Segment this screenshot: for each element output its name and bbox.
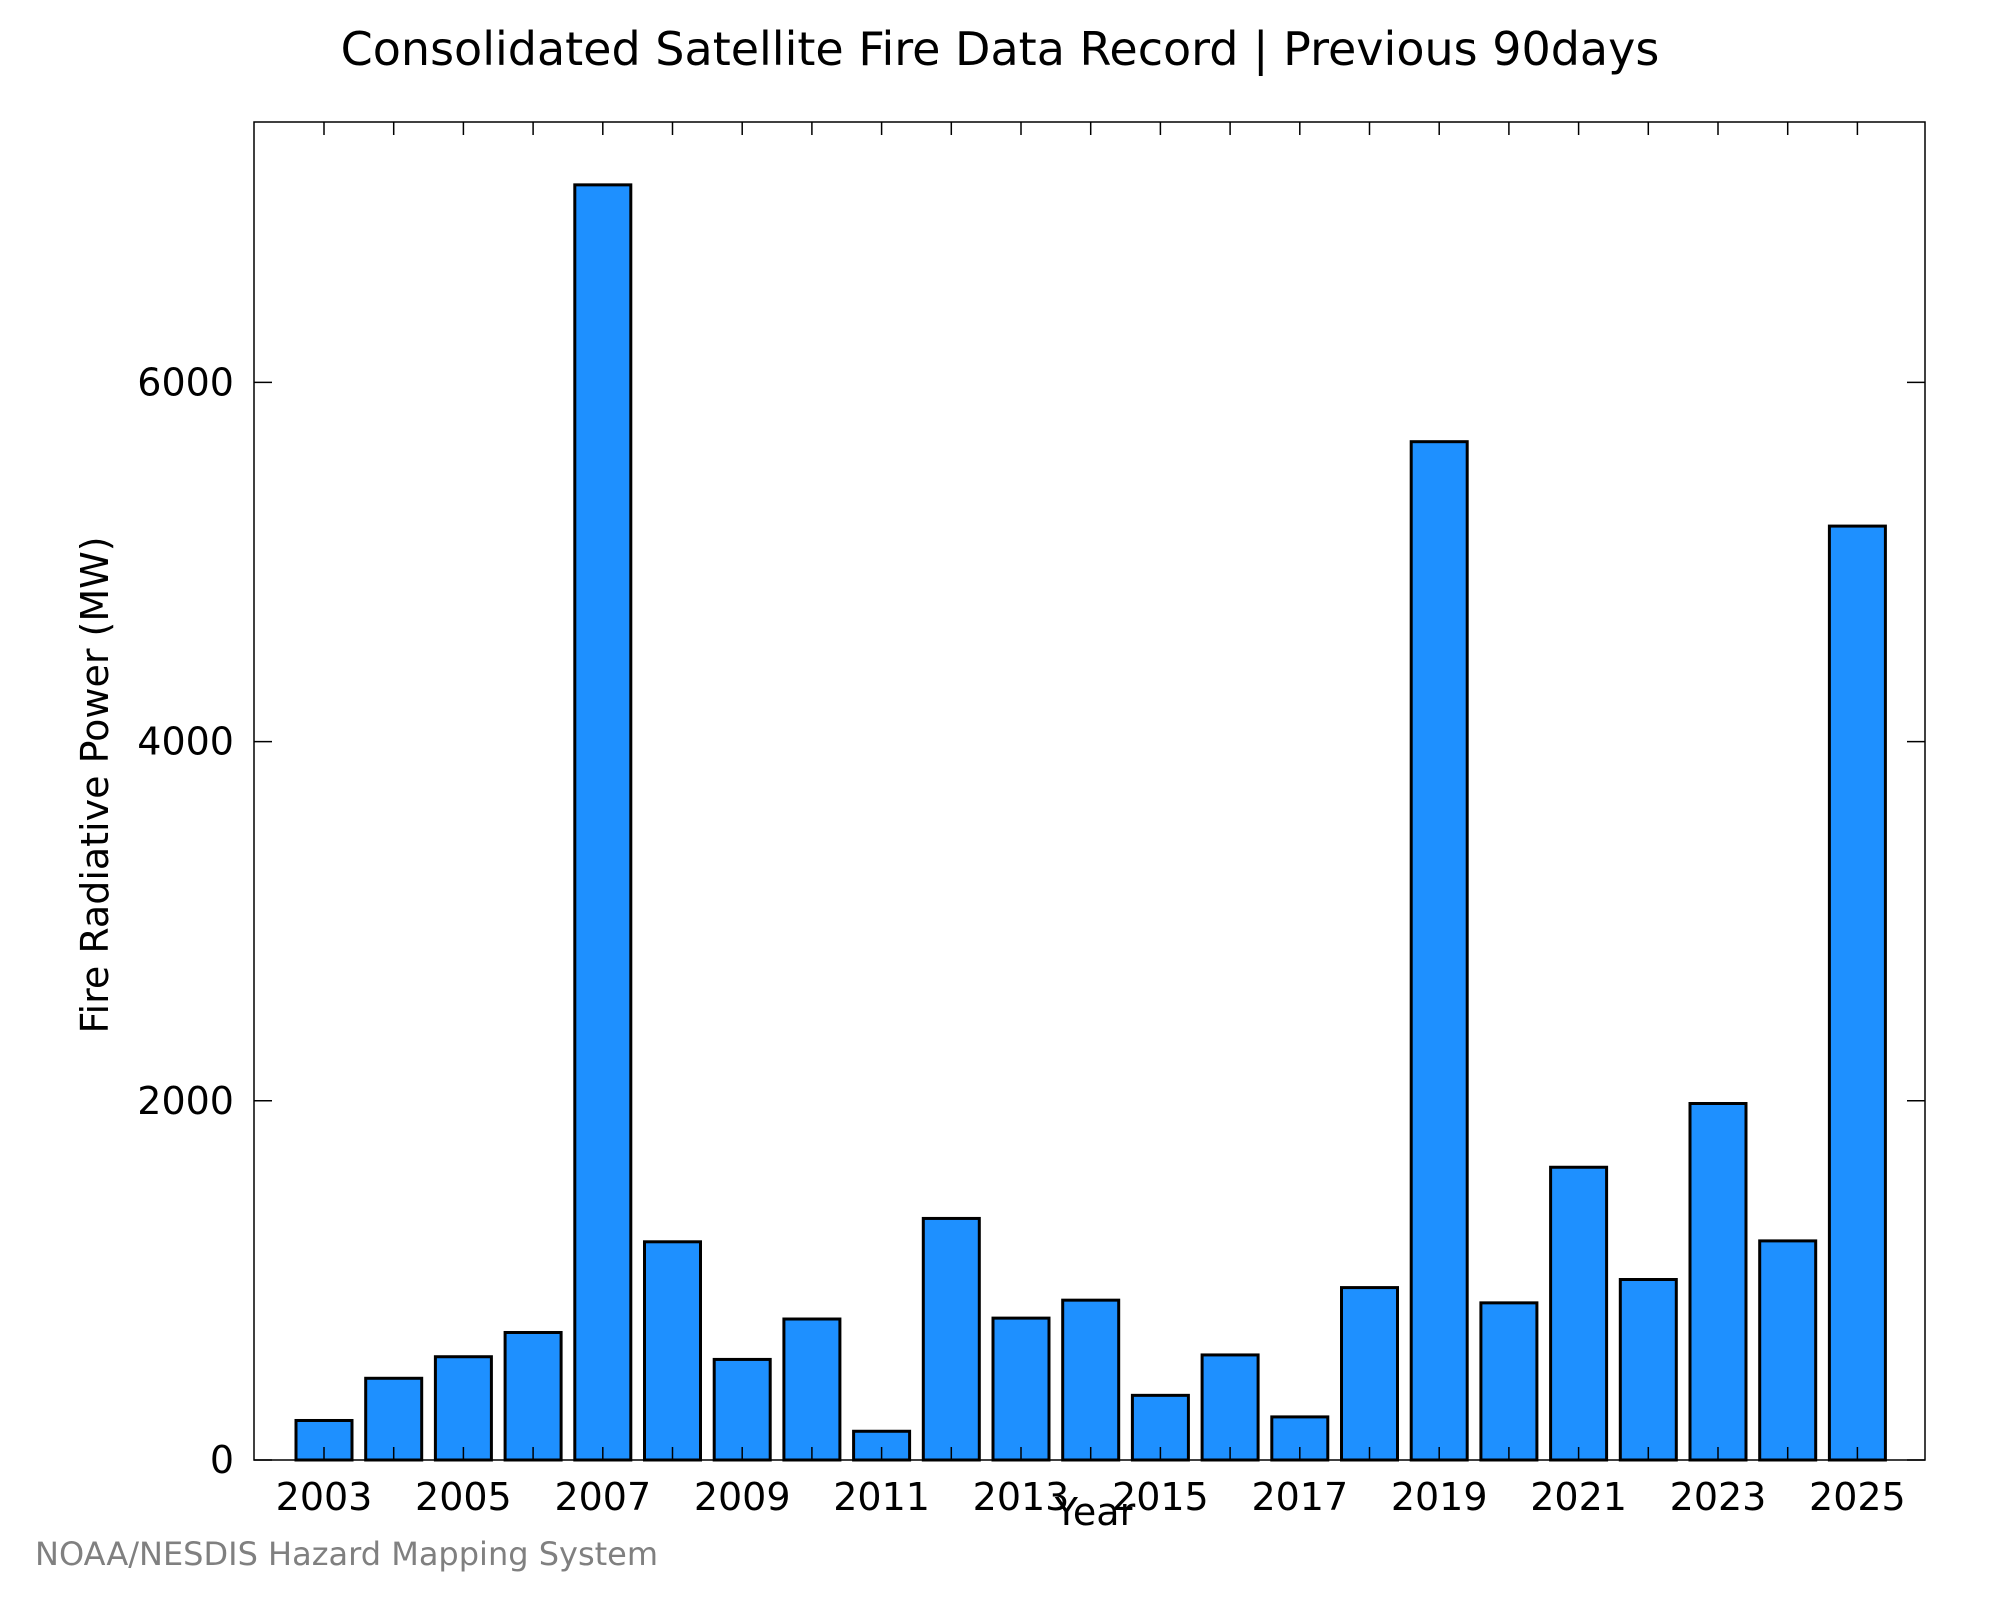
bar-2012 bbox=[921, 1216, 981, 1462]
bar-2003 bbox=[294, 1418, 354, 1462]
bar-2014 bbox=[1061, 1298, 1121, 1462]
bar-2010 bbox=[782, 1317, 842, 1462]
bar-2004 bbox=[364, 1376, 424, 1462]
bar-2022 bbox=[1618, 1278, 1678, 1462]
x-tick-label-2013: 2013 bbox=[973, 1475, 1070, 1519]
source-credit: NOAA/NESDIS Hazard Mapping System bbox=[35, 1535, 659, 1573]
x-tick-label-2005: 2005 bbox=[415, 1475, 512, 1519]
x-tick-label-2025: 2025 bbox=[1809, 1475, 1906, 1519]
bar-2005 bbox=[433, 1355, 493, 1462]
x-axis-title: Year bbox=[1054, 1490, 1136, 1534]
x-tick-label-2011: 2011 bbox=[833, 1475, 930, 1519]
x-tick-label-2019: 2019 bbox=[1391, 1475, 1488, 1519]
bar-2025 bbox=[1827, 524, 1887, 1462]
x-tick-label-2023: 2023 bbox=[1670, 1475, 1767, 1519]
bar-2008 bbox=[643, 1240, 702, 1462]
bar-2021 bbox=[1549, 1165, 1609, 1462]
y-axis-title: Fire Radiative Power (MW) bbox=[73, 536, 117, 1034]
plot-frame bbox=[253, 121, 1926, 1461]
x-tick-label-2017: 2017 bbox=[1251, 1475, 1348, 1519]
x-tick-label-2007: 2007 bbox=[554, 1475, 651, 1519]
x-tick-label-2015: 2015 bbox=[1112, 1475, 1209, 1519]
y-tick-label-6000: 6000 bbox=[137, 360, 234, 404]
x-tick-label-2003: 2003 bbox=[276, 1475, 373, 1519]
bar-2019 bbox=[1409, 440, 1469, 1462]
bar-2013 bbox=[991, 1316, 1051, 1462]
y-tick-label-0: 0 bbox=[210, 1438, 234, 1482]
bar-2018 bbox=[1340, 1286, 1399, 1462]
bar-2020 bbox=[1479, 1301, 1539, 1462]
y-tick-label-2000: 2000 bbox=[137, 1079, 234, 1123]
bar-2023 bbox=[1688, 1101, 1748, 1462]
bar-2007 bbox=[573, 183, 633, 1462]
bar-2006 bbox=[503, 1330, 563, 1462]
x-tick-label-2009: 2009 bbox=[694, 1475, 791, 1519]
x-tick-label-2021: 2021 bbox=[1530, 1475, 1627, 1519]
bar-2016 bbox=[1200, 1353, 1260, 1462]
bar-2024 bbox=[1758, 1239, 1818, 1462]
bar-2009 bbox=[712, 1357, 772, 1462]
y-tick-label-4000: 4000 bbox=[137, 720, 234, 764]
chart-title: Consolidated Satellite Fire Data Record … bbox=[340, 22, 1660, 76]
